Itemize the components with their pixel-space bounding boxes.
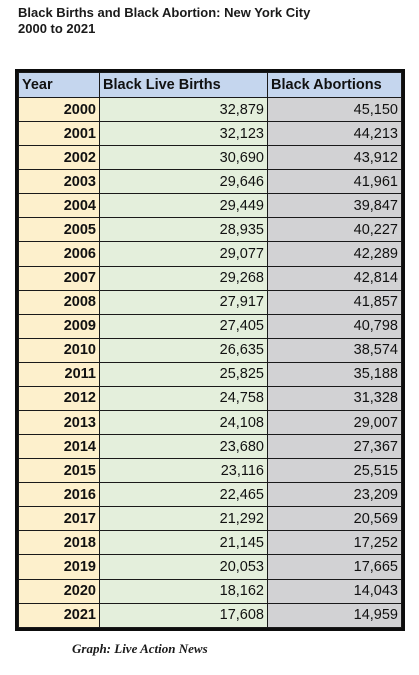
table-row: 2002 30,690 43,912	[18, 145, 402, 171]
cell-black-live-births: 26,635	[99, 337, 268, 363]
cell-black-live-births: 29,268	[99, 265, 268, 291]
cell-black-abortions: 25,515	[267, 458, 402, 484]
table-row: 2014 23,680 27,367	[18, 434, 402, 460]
cell-year: 2020	[18, 578, 100, 604]
header-black-abortions: Black Abortions	[267, 72, 402, 98]
cell-year: 2013	[18, 410, 100, 436]
cell-black-abortions: 45,150	[267, 96, 402, 123]
cell-year: 2001	[18, 121, 100, 147]
graph-credit: Graph: Live Action News	[72, 641, 208, 656]
cell-year: 2005	[18, 217, 100, 243]
cell-year: 2008	[18, 289, 100, 315]
cell-black-live-births: 27,405	[99, 313, 268, 339]
cell-year: 2017	[18, 506, 100, 532]
cell-black-abortions: 17,252	[267, 530, 402, 556]
cell-black-live-births: 32,123	[99, 121, 268, 147]
cell-year: 2018	[18, 530, 100, 556]
cell-black-live-births: 25,825	[99, 361, 268, 387]
table-row: 2010 26,635 38,574	[18, 337, 402, 363]
cell-black-abortions: 42,289	[267, 241, 402, 267]
cell-black-abortions: 17,665	[267, 554, 402, 580]
cell-year: 2016	[18, 482, 100, 508]
cell-black-live-births: 22,465	[99, 482, 268, 508]
header-year: Year	[18, 72, 100, 98]
cell-black-abortions: 23,209	[267, 482, 402, 508]
table-row: 2016 22,465 23,209	[18, 482, 402, 508]
cell-year: 2012	[18, 385, 100, 412]
table-body: 2000 32,879 45,150 2001 32,123 44,213 2002 30,6…	[18, 96, 402, 629]
cell-black-abortions: 35,188	[267, 361, 402, 387]
cell-black-abortions: 42,814	[267, 265, 402, 291]
cell-black-abortions: 20,569	[267, 506, 402, 532]
cell-black-abortions: 41,857	[267, 289, 402, 315]
cell-black-live-births: 29,077	[99, 241, 268, 267]
table-row: 2005 28,935 40,227	[18, 217, 402, 243]
cell-year: 2006	[18, 241, 100, 267]
header-black-live-births: Black Live Births	[99, 72, 268, 98]
cell-black-live-births: 32,879	[99, 96, 268, 123]
cell-year: 2009	[18, 313, 100, 339]
table-row: 2017 21,292 20,569	[18, 506, 402, 532]
table-row: 2008 27,917 41,857	[18, 289, 402, 315]
cell-black-live-births: 29,646	[99, 169, 268, 195]
cell-black-live-births: 24,758	[99, 385, 268, 412]
cell-black-abortions: 39,847	[267, 193, 402, 219]
table-row: 2006 29,077 42,289	[18, 241, 402, 267]
cell-black-live-births: 29,449	[99, 193, 268, 219]
cell-year: 2003	[18, 169, 100, 195]
cell-black-abortions: 14,959	[267, 602, 402, 629]
cell-year: 2000	[18, 96, 100, 123]
table-header-row: Year Black Live Births Black Abortions	[18, 72, 402, 98]
cell-black-live-births: 28,935	[99, 217, 268, 243]
cell-black-abortions: 41,961	[267, 169, 402, 195]
cell-year: 2007	[18, 265, 100, 291]
cell-year: 2002	[18, 145, 100, 171]
cell-year: 2010	[18, 337, 100, 363]
cell-year: 2015	[18, 458, 100, 484]
cell-black-live-births: 23,116	[99, 458, 268, 484]
table-row: 2011 25,825 35,188	[18, 361, 402, 387]
page-title: Black Births and Black Abortion: New Yor…	[18, 5, 358, 37]
table-row: 2004 29,449 39,847	[18, 193, 402, 219]
cell-black-abortions: 38,574	[267, 337, 402, 363]
table-row: 2007 29,268 42,814	[18, 265, 402, 291]
title-line-2: 2000 to 2021	[18, 21, 96, 36]
cell-black-abortions: 27,367	[267, 434, 402, 460]
table-row: 2021 17,608 14,959	[18, 602, 402, 629]
cell-black-live-births: 30,690	[99, 145, 268, 171]
cell-year: 2014	[18, 434, 100, 460]
table-row: 2000 32,879 45,150	[18, 96, 402, 123]
cell-black-live-births: 20,053	[99, 554, 268, 580]
cell-black-abortions: 14,043	[267, 578, 402, 604]
cell-black-abortions: 44,213	[267, 121, 402, 147]
cell-year: 2011	[18, 361, 100, 387]
table-row: 2018 21,145 17,252	[18, 530, 402, 556]
cell-black-abortions: 29,007	[267, 410, 402, 436]
table-row: 2009 27,405 40,798	[18, 313, 402, 339]
table-row: 2012 24,758 31,328	[18, 385, 402, 412]
cell-year: 2021	[18, 602, 100, 629]
cell-year: 2004	[18, 193, 100, 219]
cell-black-live-births: 21,292	[99, 506, 268, 532]
table-row: 2019 20,053 17,665	[18, 554, 402, 580]
cell-black-abortions: 40,798	[267, 313, 402, 339]
cell-black-live-births: 27,917	[99, 289, 268, 315]
table-row: 2003 29,646 41,961	[18, 169, 402, 195]
cell-black-live-births: 23,680	[99, 434, 268, 460]
table-row: 2015 23,116 25,515	[18, 458, 402, 484]
cell-black-live-births: 24,108	[99, 410, 268, 436]
births-abortions-table: Year Black Live Births Black Abortions 2…	[18, 72, 402, 629]
table-row: 2001 32,123 44,213	[18, 121, 402, 147]
cell-black-abortions: 43,912	[267, 145, 402, 171]
cell-black-abortions: 40,227	[267, 217, 402, 243]
cell-black-abortions: 31,328	[267, 385, 402, 412]
data-table-frame: Year Black Live Births Black Abortions 2…	[15, 69, 405, 631]
cell-black-live-births: 21,145	[99, 530, 268, 556]
cell-black-live-births: 17,608	[99, 602, 268, 629]
table-row: 2013 24,108 29,007	[18, 410, 402, 436]
cell-year: 2019	[18, 554, 100, 580]
cell-black-live-births: 18,162	[99, 578, 268, 604]
table-row: 2020 18,162 14,043	[18, 578, 402, 604]
title-line-1: Black Births and Black Abortion: New Yor…	[18, 5, 311, 20]
